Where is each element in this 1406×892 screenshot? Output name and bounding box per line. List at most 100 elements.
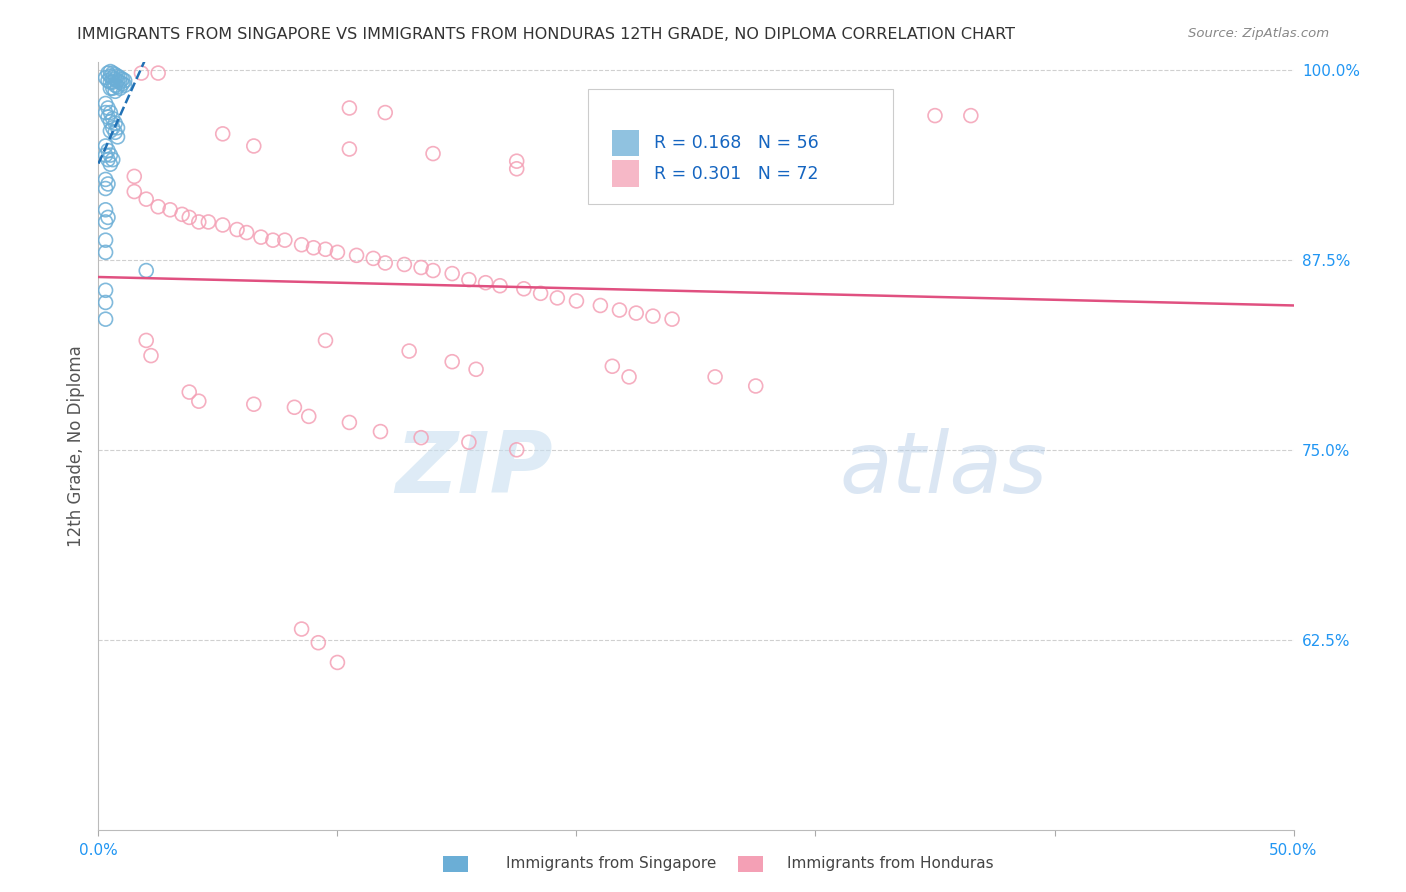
Point (94, 70, 117, 85)
Point (235, 226, 257, 240)
Point (262, 233, 284, 247)
Point (780, 157, 803, 171)
Point (609, 303, 631, 318)
Point (159, 202, 181, 217)
Point (104, 68, 127, 82)
Point (187, 215, 209, 229)
Point (546, 291, 568, 305)
Point (315, 242, 337, 256)
Point (172, 207, 194, 221)
Point (135, 263, 157, 277)
Point (101, 66, 124, 80)
Point (489, 278, 512, 293)
Point (101, 81, 124, 95)
Point (101, 75, 124, 89)
Point (398, 344, 420, 359)
Point (179, 385, 201, 400)
Point (97, 144, 120, 158)
Point (326, 656, 349, 670)
Point (326, 245, 349, 260)
Point (197, 215, 219, 229)
Point (315, 334, 337, 348)
Y-axis label: 12th Grade, No Diploma: 12th Grade, No Diploma (66, 345, 84, 547)
Point (97, 110, 120, 124)
Point (148, 66, 170, 80)
Point (98, 64, 122, 78)
Point (661, 312, 683, 326)
Point (506, 154, 529, 169)
Point (441, 267, 464, 281)
Point (107, 129, 129, 144)
Point (374, 105, 396, 120)
Point (97, 101, 120, 115)
Point (243, 397, 266, 411)
Point (98, 75, 122, 89)
Point (339, 416, 361, 430)
Point (474, 276, 496, 290)
Point (97, 66, 120, 80)
Point (363, 252, 385, 266)
Point (617, 370, 640, 384)
Point (94, 172, 117, 186)
Point (441, 354, 464, 368)
Point (211, 218, 233, 232)
Point (104, 78, 127, 93)
Point (94, 202, 117, 217)
FancyBboxPatch shape (589, 89, 893, 204)
Point (94, 148, 117, 162)
Bar (613, 129, 638, 156)
Point (107, 120, 129, 135)
Point (104, 116, 127, 130)
Point (339, 101, 361, 115)
Point (107, 69, 129, 83)
Point (98, 157, 122, 171)
Point (602, 359, 624, 374)
Point (411, 260, 433, 275)
Point (291, 622, 314, 636)
Point (458, 273, 481, 287)
Point (107, 73, 129, 87)
Point (135, 192, 157, 206)
Text: atlas: atlas (839, 427, 1047, 510)
Point (637, 157, 659, 171)
Point (94, 233, 117, 247)
Point (704, 370, 727, 384)
Point (148, 200, 170, 214)
Point (924, 109, 946, 123)
Point (465, 362, 488, 376)
Point (104, 72, 127, 87)
Point (211, 127, 233, 141)
Point (346, 248, 368, 262)
Point (108, 81, 131, 95)
Point (422, 263, 444, 277)
Point (589, 298, 612, 312)
Point (108, 75, 131, 89)
Point (101, 70, 124, 85)
Point (94, 105, 117, 120)
Point (291, 237, 314, 252)
Point (411, 431, 433, 445)
Point (530, 286, 553, 301)
Point (565, 293, 588, 308)
Point (506, 442, 529, 457)
Point (370, 425, 392, 439)
Point (187, 394, 209, 409)
Point (274, 233, 297, 247)
Point (302, 241, 325, 255)
Point (339, 142, 361, 156)
Point (94, 215, 117, 229)
Point (98, 81, 122, 95)
Point (94, 295, 117, 310)
Point (226, 222, 249, 236)
Point (111, 72, 134, 87)
Point (98, 148, 122, 162)
Point (283, 401, 305, 415)
Point (458, 435, 481, 450)
Point (98, 105, 122, 120)
Point (114, 78, 136, 93)
Point (98, 124, 122, 138)
Point (101, 120, 124, 135)
Point (114, 73, 136, 87)
Text: ZIP: ZIP (395, 427, 553, 510)
Point (94, 181, 117, 195)
